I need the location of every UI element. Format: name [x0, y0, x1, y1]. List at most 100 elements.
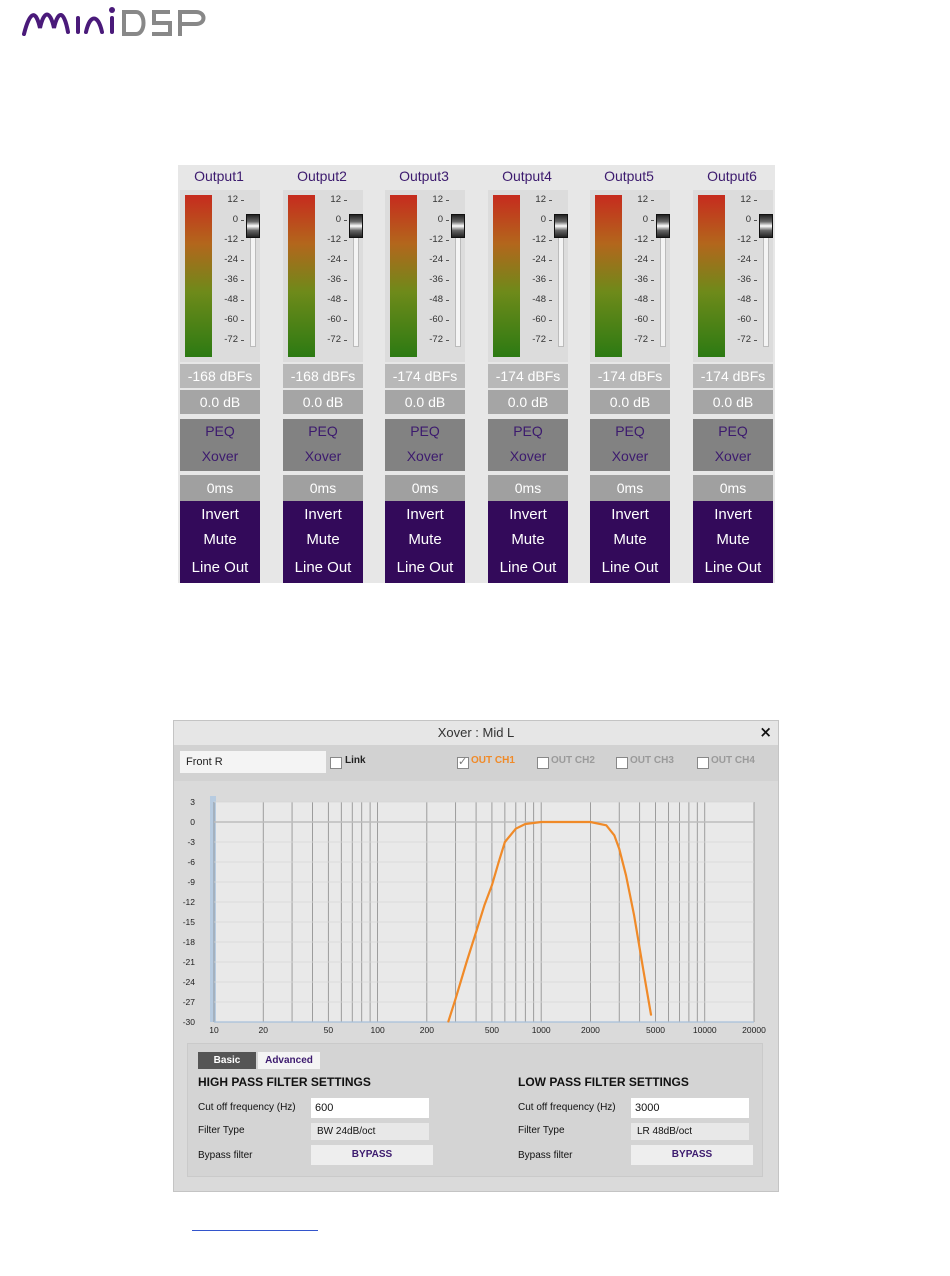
line-out-button[interactable]: Line Out — [601, 559, 659, 576]
gain-fader-handle[interactable] — [554, 214, 568, 238]
meter-scale-label: -12 — [327, 234, 341, 245]
out-ch2-checkbox[interactable] — [537, 757, 549, 769]
hp-cutoff-label: Cut off frequency (Hz) — [198, 1102, 296, 1113]
channel-name-input[interactable] — [180, 751, 326, 773]
output-controls-group: Invert Mute Line Out — [590, 501, 670, 583]
meter-scale-tick — [651, 240, 654, 241]
meter-scale-tick — [549, 320, 552, 321]
meter-scale-label: -72 — [532, 334, 546, 345]
gain-value[interactable]: 0.0 dB — [283, 390, 363, 414]
lp-cutoff-input[interactable] — [631, 1098, 749, 1118]
mute-button[interactable]: Mute — [716, 531, 750, 548]
delay-value[interactable]: 0ms — [180, 475, 260, 501]
hp-bypass-button[interactable]: BYPASS — [311, 1145, 433, 1165]
delay-value[interactable]: 0ms — [488, 475, 568, 501]
gain-fader-handle[interactable] — [451, 214, 465, 238]
peq-button[interactable]: PEQ — [718, 423, 748, 439]
output-controls-group: Invert Mute Line Out — [488, 501, 568, 583]
xover-button[interactable]: Xover — [201, 448, 239, 464]
footer-link[interactable] — [192, 1230, 318, 1231]
meter-scale-label: -24 — [327, 254, 341, 265]
gain-fader-handle[interactable] — [349, 214, 363, 238]
delay-value[interactable]: 0ms — [693, 475, 773, 501]
invert-button[interactable]: Invert — [406, 506, 444, 523]
delay-value[interactable]: 0ms — [590, 475, 670, 501]
invert-button[interactable]: Invert — [714, 506, 752, 523]
mute-button[interactable]: Mute — [613, 531, 647, 548]
gain-value[interactable]: 0.0 dB — [385, 390, 465, 414]
gain-value[interactable]: 0.0 dB — [590, 390, 670, 414]
meter-scale-label: 0 — [335, 214, 341, 225]
line-out-button[interactable]: Line Out — [704, 559, 762, 576]
meter-scale-label: -72 — [634, 334, 648, 345]
tab-basic[interactable]: Basic — [198, 1052, 256, 1069]
tab-advanced[interactable]: Advanced — [258, 1052, 320, 1069]
peq-button[interactable]: PEQ — [615, 423, 645, 439]
y-tick-label: -27 — [183, 997, 196, 1007]
close-icon[interactable]: × — [759, 723, 772, 741]
meter-scale-tick — [241, 240, 244, 241]
y-tick-label: -3 — [187, 837, 195, 847]
gain-value[interactable]: 0.0 dB — [693, 390, 773, 414]
mute-button[interactable]: Mute — [203, 531, 237, 548]
peq-xover-group: PEQ Xover — [283, 419, 363, 471]
out-ch4-checkbox[interactable] — [697, 757, 709, 769]
meter-scale-tick — [344, 340, 347, 341]
mute-button[interactable]: Mute — [511, 531, 545, 548]
gain-fader-handle[interactable] — [246, 214, 260, 238]
xover-button[interactable]: Xover — [714, 448, 752, 464]
peq-button[interactable]: PEQ — [410, 423, 440, 439]
lp-type-select[interactable]: LR 48dB/oct — [631, 1123, 749, 1140]
minidsp-logo — [22, 7, 206, 36]
xover-button[interactable]: Xover — [611, 448, 649, 464]
out-ch1-checkbox[interactable]: ✓ — [457, 755, 469, 769]
mute-button[interactable]: Mute — [306, 531, 340, 548]
xover-button[interactable]: Xover — [304, 448, 342, 464]
gain-value[interactable]: 0.0 dB — [488, 390, 568, 414]
peq-button[interactable]: PEQ — [205, 423, 235, 439]
meter-scale-label: 0 — [540, 214, 546, 225]
gain-fader-handle[interactable] — [656, 214, 670, 238]
gain-value[interactable]: 0.0 dB — [180, 390, 260, 414]
meter-scale-label: -60 — [532, 314, 546, 325]
invert-button[interactable]: Invert — [509, 506, 547, 523]
output-controls-group: Invert Mute Line Out — [693, 501, 773, 583]
line-out-button[interactable]: Line Out — [191, 559, 249, 576]
meter-scale-tick — [754, 340, 757, 341]
xover-button[interactable]: Xover — [509, 448, 547, 464]
xover-button[interactable]: Xover — [406, 448, 444, 464]
delay-value[interactable]: 0ms — [283, 475, 363, 501]
line-out-button[interactable]: Line Out — [396, 559, 454, 576]
gain-fader-handle[interactable] — [759, 214, 773, 238]
meter-scale-tick — [446, 260, 449, 261]
level-meter-area: 12 0 -12 -24 -36 -48 -60 -72 — [385, 190, 465, 362]
meter-scale-tick — [651, 220, 654, 221]
delay-value[interactable]: 0ms — [385, 475, 465, 501]
meter-scale-tick — [446, 220, 449, 221]
line-out-button[interactable]: Line Out — [499, 559, 557, 576]
invert-button[interactable]: Invert — [304, 506, 342, 523]
invert-button[interactable]: Invert — [611, 506, 649, 523]
lp-bypass-button[interactable]: BYPASS — [631, 1145, 753, 1165]
hp-type-select[interactable]: BW 24dB/oct — [311, 1123, 429, 1140]
output-title: Output1 — [194, 168, 244, 184]
mute-button[interactable]: Mute — [408, 531, 442, 548]
peq-button[interactable]: PEQ — [513, 423, 543, 439]
output-title: Output4 — [502, 168, 552, 184]
hp-cutoff-input[interactable] — [311, 1098, 429, 1118]
line-out-button[interactable]: Line Out — [294, 559, 352, 576]
meter-scale-tick — [241, 200, 244, 201]
link-checkbox[interactable] — [330, 757, 342, 769]
level-meter — [390, 195, 417, 357]
hp-bypass-label: Bypass filter — [198, 1150, 253, 1161]
meter-scale-label: 12 — [637, 194, 648, 205]
meter-scale-tick — [754, 320, 757, 321]
invert-button[interactable]: Invert — [201, 506, 239, 523]
peq-button[interactable]: PEQ — [308, 423, 338, 439]
x-tick-label: 10 — [209, 1025, 219, 1033]
response-curve — [447, 820, 653, 1023]
output-channels-panel: Output1 12 0 -12 -24 -36 -48 -60 -72 -168 dBFs 0.0… — [178, 165, 775, 583]
level-meter-area: 12 0 -12 -24 -36 -48 -60 -72 — [693, 190, 773, 362]
meter-scale-tick — [549, 240, 552, 241]
out-ch3-checkbox[interactable] — [616, 757, 628, 769]
